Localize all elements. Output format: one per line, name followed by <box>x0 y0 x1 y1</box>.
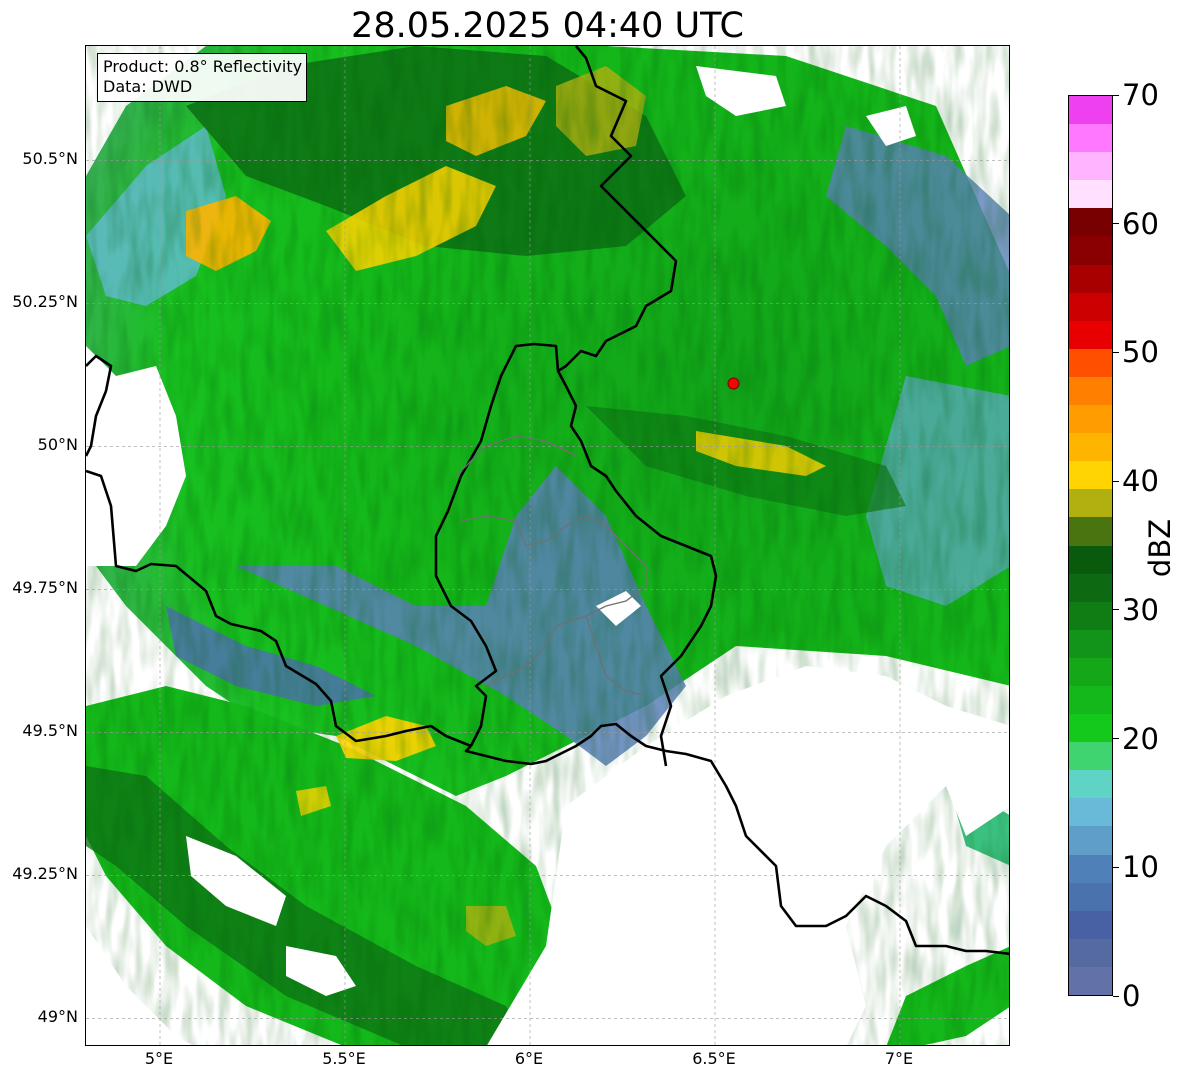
colorbar-step <box>1069 124 1112 153</box>
colorbar-step <box>1069 826 1112 855</box>
lat-tick-label: 49.25°N <box>12 864 78 884</box>
border-france-belgium <box>86 469 472 748</box>
colorbar-tick-mark <box>1113 995 1119 997</box>
radar-map <box>85 45 1010 1046</box>
lat-tick-label: 49°N <box>37 1007 78 1027</box>
colorbar-step <box>1069 320 1112 349</box>
colorbar-step <box>1069 489 1112 518</box>
colorbar-tick-mark <box>1113 866 1119 868</box>
product-info-box: Product: 0.8° Reflectivity Data: DWD <box>97 53 308 102</box>
colorbar-step <box>1069 292 1112 321</box>
colorbar-step <box>1069 910 1112 939</box>
colorbar-tick-label: 0 <box>1122 979 1141 1013</box>
map-title: 28.05.2025 04:40 UTC <box>351 6 744 46</box>
border-france-luxembourg <box>464 722 667 766</box>
lon-tick-label: 5.5°E <box>322 1049 366 1068</box>
colorbar-step <box>1069 629 1112 658</box>
colorbar-tick-mark <box>1113 223 1119 225</box>
colorbar-step <box>1069 742 1112 771</box>
colorbar-step <box>1069 938 1112 967</box>
lat-tick-label: 50.25°N <box>12 292 78 312</box>
border-luxembourg-germany <box>556 370 718 767</box>
colorbar-step <box>1069 236 1112 265</box>
colorbar-tick-label: 40 <box>1122 464 1159 499</box>
colorbar-step <box>1069 348 1112 377</box>
colorbar-tick-mark <box>1113 94 1119 96</box>
colorbar-step <box>1069 264 1112 293</box>
colorbar-step <box>1069 854 1112 883</box>
colorbar-tick-label: 70 <box>1122 78 1159 112</box>
border-france-germany <box>665 749 1009 956</box>
colorbar-step <box>1069 517 1112 546</box>
colorbar-step <box>1069 208 1112 237</box>
colorbar-step <box>1069 770 1112 799</box>
colorbar-unit-label: dBZ <box>1143 518 1177 578</box>
map-gridlines <box>86 46 1009 1045</box>
colorbar-step <box>1069 376 1112 406</box>
colorbar-step <box>1069 180 1112 209</box>
colorbar-step <box>1069 152 1112 181</box>
colorbar-tick-label: 10 <box>1122 850 1159 885</box>
admin-border-lux-canton <box>460 515 647 687</box>
colorbar-step <box>1069 685 1112 715</box>
colorbar-tick-mark <box>1113 480 1119 482</box>
data-source-label: Data: DWD <box>103 77 193 96</box>
colorbar-step <box>1069 96 1112 125</box>
lat-tick-label: 50.5°N <box>22 149 78 169</box>
no-echo-center-hole <box>596 591 641 626</box>
admin-borders <box>455 435 647 697</box>
colorbar-tick-label: 50 <box>1122 335 1159 370</box>
country-borders <box>86 46 1009 956</box>
no-echo-southwest-hole <box>186 836 286 926</box>
colorbar-step <box>1069 714 1112 743</box>
colorbar-tick-label: 60 <box>1122 206 1159 241</box>
colorbar-step <box>1069 657 1112 686</box>
lon-tick-label: 6.5°E <box>692 1049 736 1068</box>
colorbar-step <box>1069 545 1112 574</box>
no-echo-outside-range-sw <box>86 926 193 1045</box>
lon-tick-label: 5°E <box>144 1049 174 1068</box>
colorbar-step <box>1069 573 1112 602</box>
border-belgium-germany <box>434 46 678 747</box>
colorbar-step <box>1069 461 1112 490</box>
product-label: Product: 0.8° Reflectivity <box>103 57 303 76</box>
colorbar-step <box>1069 433 1112 462</box>
lat-tick-label: 50°N <box>37 435 78 455</box>
border-belgium-netherlands <box>86 354 113 457</box>
colorbar-step <box>1069 882 1112 911</box>
radar-site-marker <box>727 377 740 390</box>
lon-tick-label: 6°E <box>514 1049 544 1068</box>
no-echo-northeast <box>696 66 786 116</box>
reflectivity-colorbar <box>1068 95 1113 996</box>
colorbar-tick-label: 20 <box>1122 721 1159 756</box>
colorbar-step <box>1069 405 1112 434</box>
colorbar-tick-label: 30 <box>1122 592 1159 627</box>
colorbar-tick-mark <box>1113 609 1119 611</box>
lat-tick-label: 49.75°N <box>12 578 78 598</box>
colorbar-step <box>1069 966 1112 995</box>
no-echo-southeast <box>487 666 1009 1045</box>
colorbar-step <box>1069 798 1112 827</box>
no-echo-ne-hole <box>866 106 916 146</box>
precipitation-echoes <box>86 46 1009 1045</box>
colorbar-tick-mark <box>1113 738 1119 740</box>
colorbar-tick-mark <box>1113 351 1119 353</box>
no-echo-southwest-hole2 <box>286 946 356 996</box>
lat-tick-label: 49.5°N <box>22 721 78 741</box>
lon-tick-label: 7°E <box>884 1049 914 1068</box>
admin-border-lux-east <box>585 615 647 697</box>
admin-border-be-prov <box>455 435 577 477</box>
colorbar-step <box>1069 601 1112 630</box>
